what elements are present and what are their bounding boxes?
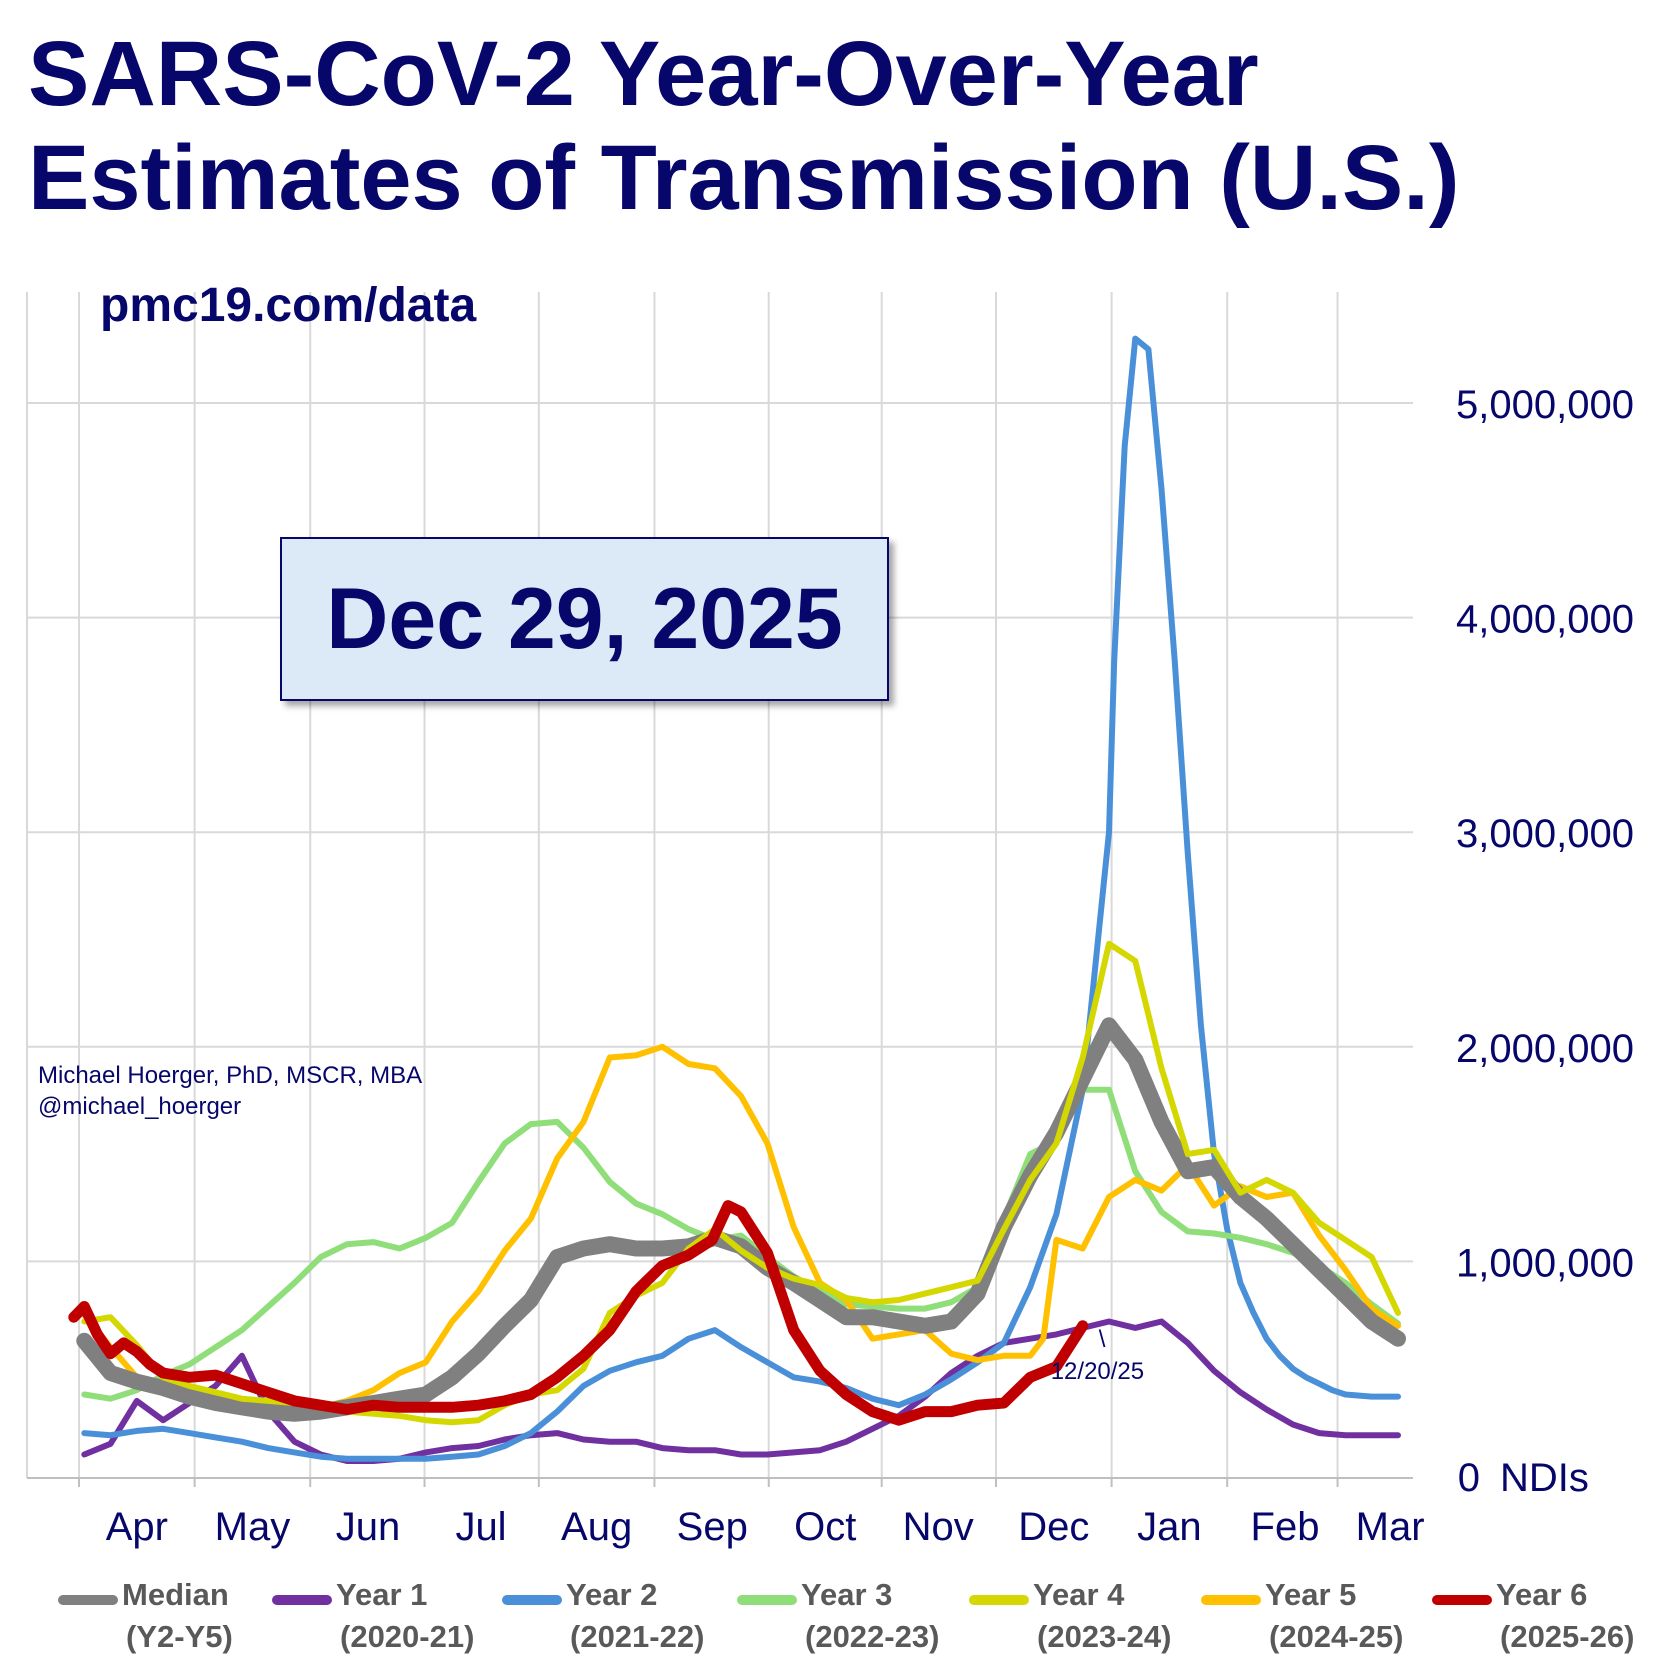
legend-swatch: [737, 1595, 797, 1605]
legend-sublabel: (2025-26): [1500, 1619, 1635, 1654]
legend-sublabel: (2020-21): [340, 1619, 475, 1654]
legend-swatch: [272, 1595, 332, 1605]
x-tick-label: Apr: [106, 1505, 168, 1549]
x-tick-label: Mar: [1356, 1505, 1425, 1549]
legend-sublabel: (2024-25): [1269, 1619, 1404, 1654]
annotation-date: 12/20/25: [1051, 1358, 1144, 1385]
author-handle: @michael_hoerger: [38, 1093, 242, 1120]
y-tick-label: 4,000,000: [1456, 598, 1634, 642]
legend-sublabel: (2021-22): [570, 1619, 705, 1654]
annotation-tick: \: [1099, 1326, 1106, 1353]
series-line-year-3: [81, 1086, 1401, 1402]
legend-label: Year 5: [1265, 1577, 1357, 1612]
x-tick-label: Jul: [455, 1505, 506, 1549]
legend-swatch: [1201, 1595, 1261, 1605]
author-credit: Michael Hoerger, PhD, MSCR, MBA @michael…: [38, 1060, 422, 1122]
chart-plot: 0 1,000,000 2,000,000 3,000,000 4,000,000 5,0…: [26, 292, 1634, 1549]
series-line-year-2: [81, 335, 1401, 1462]
legend-label: Year 4: [1033, 1577, 1125, 1612]
chart-annotation: \ 12/20/25: [1051, 1326, 1144, 1385]
legend-label: Year 3: [801, 1577, 893, 1612]
y-tick-label: 1,000,000: [1456, 1241, 1634, 1285]
series-line-year-1: [81, 1318, 1401, 1464]
x-tick-label: Aug: [561, 1505, 632, 1549]
x-tick-label: Jan: [1137, 1505, 1202, 1549]
x-tick-label: May: [215, 1505, 291, 1549]
chart-series: [68, 335, 1406, 1464]
legend-swatch: [58, 1595, 118, 1605]
y-tick-label: 2,000,000: [1456, 1027, 1634, 1071]
date-box: Dec 29, 2025: [280, 537, 889, 701]
legend-label: Year 1: [336, 1577, 428, 1612]
chart-title-line-1: SARS-CoV-2 Year-Over-Year: [28, 23, 1259, 125]
y-tick-label: 3,000,000: [1456, 812, 1634, 856]
x-tick-label: Nov: [903, 1505, 974, 1549]
x-tick-label: Feb: [1251, 1505, 1320, 1549]
chart-grid: [26, 292, 1413, 1478]
author-name: Michael Hoerger, PhD, MSCR, MBA: [38, 1062, 423, 1089]
chart-title-line-2: Estimates of Transmission (U.S.): [28, 127, 1460, 229]
legend-sublabel: (Y2-Y5): [126, 1619, 233, 1654]
series-line-median: [76, 1017, 1406, 1422]
y-tick-label: 0: [1458, 1456, 1480, 1500]
x-tick-label: Sep: [677, 1505, 748, 1549]
legend-label: Median: [122, 1577, 229, 1612]
legend-swatch: [969, 1595, 1029, 1605]
y-tick-label: 5,000,000: [1456, 383, 1634, 427]
source-url: pmc19.com/data: [100, 279, 477, 332]
chart-tick-labels: 0 1,000,000 2,000,000 3,000,000 4,000,000 5,0…: [106, 383, 1634, 1549]
legend-swatch: [1432, 1595, 1492, 1605]
y-unit-label: NDIs: [1500, 1456, 1589, 1500]
chart-axes: [27, 1477, 1413, 1487]
legend-label: Year 6: [1496, 1577, 1588, 1612]
series-line-year-6: [68, 1200, 1089, 1426]
chart-title: SARS-CoV-2 Year-Over-Year Estimates of T…: [28, 22, 1628, 230]
legend-swatch: [502, 1595, 562, 1605]
chart-legend: Median (Y2-Y5) Year 1 (2020-21) Year 2 (2021-…: [0, 1575, 1678, 1679]
x-tick-label: Oct: [794, 1505, 856, 1549]
legend-sublabel: (2023-24): [1037, 1619, 1172, 1654]
legend-sublabel: (2022-23): [805, 1619, 940, 1654]
x-tick-label: Dec: [1018, 1505, 1089, 1549]
legend-label: Year 2: [566, 1577, 658, 1612]
x-tick-label: Jun: [336, 1505, 401, 1549]
